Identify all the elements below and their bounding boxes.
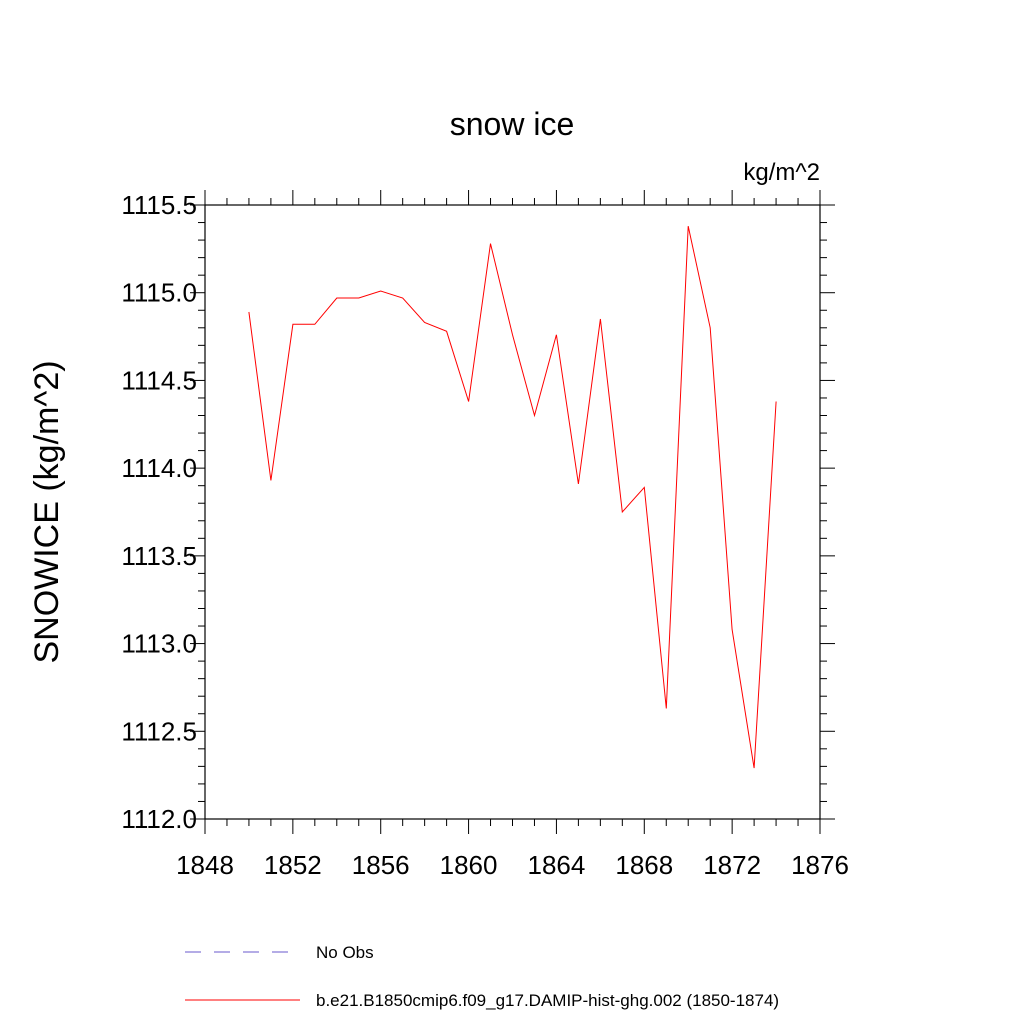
x-tick-label: 1848 [176, 850, 234, 880]
legend-label: b.e21.B1850cmip6.f09_g17.DAMIP-hist-ghg.… [316, 991, 779, 1010]
x-tick-label: 1856 [352, 850, 410, 880]
x-tick-label: 1872 [703, 850, 761, 880]
y-axis-label: SNOWICE (kg/m^2) [28, 360, 66, 663]
y-axis-ticks: 1112.0 1112.5 1113.0 1113.5 1114.0 1114.5 1115… [121, 190, 835, 834]
chart-title: snow ice [450, 106, 575, 142]
y-tick-label: 1115.5 [121, 190, 197, 220]
series-layer [248, 225, 777, 769]
y-tick-label: 1115.0 [121, 278, 197, 308]
legend: No Obs b.e21.B1850cmip6.f09_g17.DAMIP-his… [185, 943, 779, 1010]
x-tick-label: 1860 [440, 850, 498, 880]
y-tick-label: 1112.5 [121, 716, 197, 746]
x-tick-label: 1868 [615, 850, 673, 880]
y-tick-label: 1113.0 [121, 629, 197, 659]
x-tick-label: 1864 [528, 850, 586, 880]
series-line [248, 225, 777, 769]
x-axis-ticks: 1848 1852 1856 1860 1864 1868 1872 1876 [176, 190, 849, 880]
legend-label: No Obs [316, 943, 374, 962]
y-tick-label: 1113.5 [121, 541, 197, 571]
y-tick-label: 1114.0 [121, 453, 197, 483]
y-tick-label: 1112.0 [121, 804, 197, 834]
y-tick-label: 1114.5 [121, 365, 197, 395]
x-tick-label: 1876 [791, 850, 849, 880]
x-tick-label: 1852 [264, 850, 322, 880]
plot-frame [204, 204, 821, 820]
units-label: kg/m^2 [743, 159, 820, 186]
